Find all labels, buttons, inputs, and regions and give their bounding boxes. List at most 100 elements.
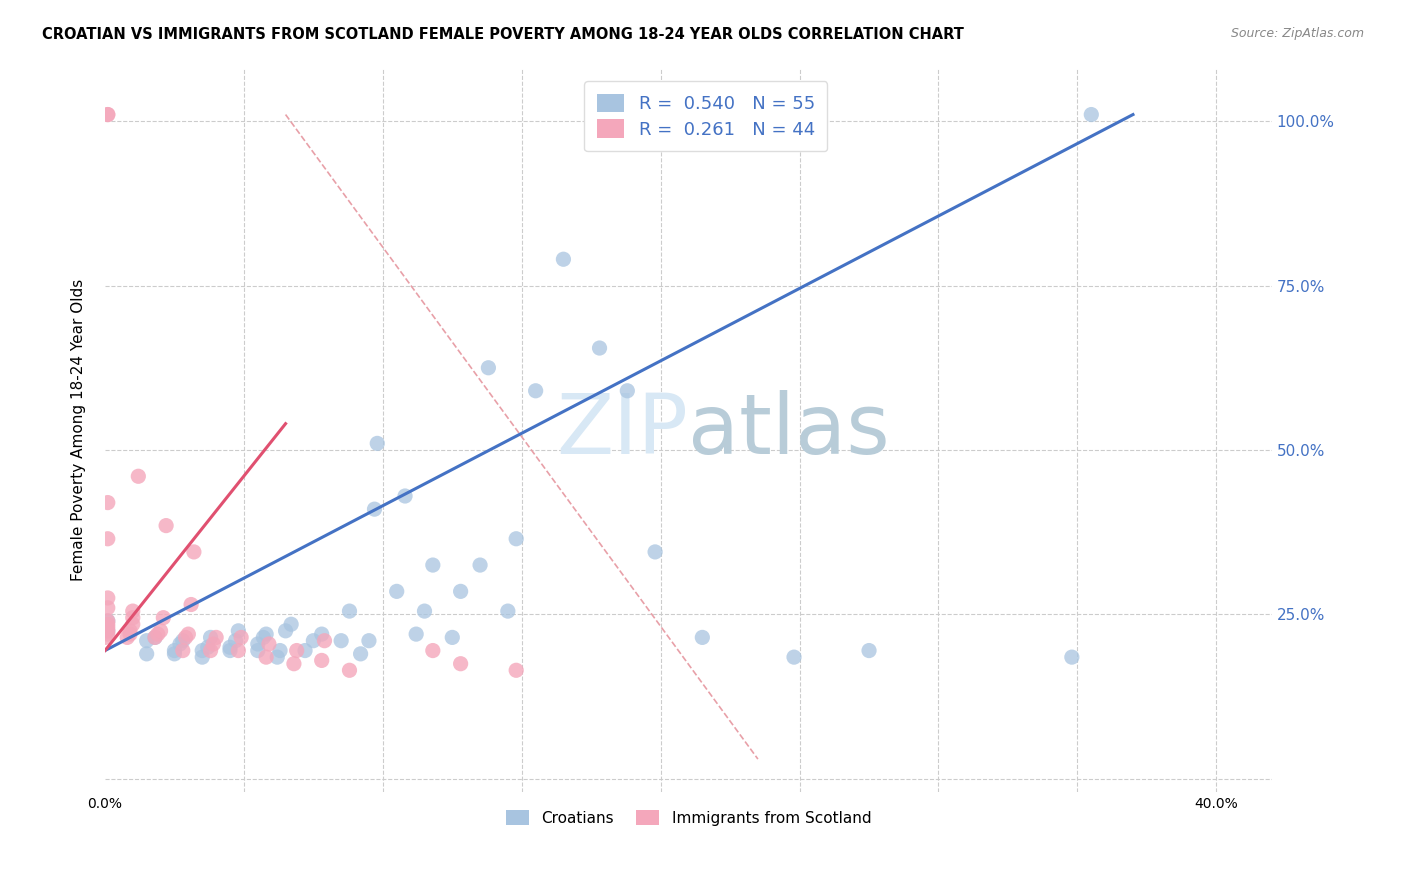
Point: [692, 631, 714, 645]
Point: [405, 627, 427, 641]
Point: [163, 647, 186, 661]
Point: [858, 643, 880, 657]
Point: [285, 643, 308, 657]
Point: [505, 532, 527, 546]
Point: [441, 631, 464, 645]
Point: [97, 624, 120, 638]
Point: [254, 650, 277, 665]
Point: [357, 633, 380, 648]
Point: [505, 663, 527, 677]
Point: [225, 633, 247, 648]
Point: [644, 545, 666, 559]
Point: [135, 633, 157, 648]
Point: [219, 643, 242, 657]
Point: [496, 604, 519, 618]
Point: [422, 643, 444, 657]
Point: [783, 650, 806, 665]
Point: [118, 624, 141, 638]
Point: [172, 633, 194, 648]
Point: [97, 495, 120, 509]
Point: [394, 489, 416, 503]
Point: [228, 624, 250, 638]
Point: [115, 631, 138, 645]
Point: [468, 558, 491, 572]
Point: [339, 663, 361, 677]
Point: [219, 640, 242, 655]
Point: [143, 631, 166, 645]
Point: [1080, 107, 1102, 121]
Point: [146, 627, 169, 641]
Point: [135, 647, 157, 661]
Point: [252, 631, 274, 645]
Point: [294, 643, 316, 657]
Point: [97, 627, 120, 641]
Point: [94, 631, 117, 645]
Point: [266, 650, 288, 665]
Point: [311, 653, 333, 667]
Point: [191, 643, 214, 657]
Text: atlas: atlas: [689, 390, 890, 471]
Point: [283, 657, 305, 671]
Point: [169, 637, 191, 651]
Point: [97, 591, 120, 605]
Point: [97, 624, 120, 638]
Y-axis label: Female Poverty Among 18-24 Year Olds: Female Poverty Among 18-24 Year Olds: [72, 279, 86, 582]
Point: [143, 631, 166, 645]
Point: [311, 627, 333, 641]
Point: [413, 604, 436, 618]
Point: [366, 436, 388, 450]
Point: [197, 640, 219, 655]
Point: [524, 384, 547, 398]
Point: [228, 643, 250, 657]
Point: [97, 617, 120, 632]
Point: [200, 643, 222, 657]
Point: [97, 600, 120, 615]
Legend: Croatians, Immigrants from Scotland: Croatians, Immigrants from Scotland: [496, 801, 880, 835]
Point: [177, 627, 200, 641]
Point: [314, 633, 336, 648]
Point: [330, 633, 353, 648]
Point: [121, 604, 143, 618]
Point: [553, 252, 575, 267]
Point: [183, 545, 205, 559]
Text: ZIP: ZIP: [557, 390, 689, 471]
Point: [246, 643, 269, 657]
Point: [97, 614, 120, 628]
Point: [152, 610, 174, 624]
Point: [231, 631, 253, 645]
Point: [280, 617, 302, 632]
Point: [127, 469, 149, 483]
Point: [616, 384, 638, 398]
Point: [97, 532, 120, 546]
Point: [205, 631, 228, 645]
Point: [118, 627, 141, 641]
Point: [1060, 650, 1083, 665]
Point: [450, 657, 472, 671]
Point: [163, 643, 186, 657]
Point: [339, 604, 361, 618]
Point: [155, 518, 177, 533]
Point: [450, 584, 472, 599]
Point: [200, 631, 222, 645]
Point: [97, 107, 120, 121]
Point: [174, 631, 197, 645]
Text: CROATIAN VS IMMIGRANTS FROM SCOTLAND FEMALE POVERTY AMONG 18-24 YEAR OLDS CORREL: CROATIAN VS IMMIGRANTS FROM SCOTLAND FEM…: [42, 27, 965, 42]
Point: [121, 610, 143, 624]
Point: [422, 558, 444, 572]
Point: [385, 584, 408, 599]
Point: [97, 621, 120, 635]
Point: [477, 360, 499, 375]
Point: [254, 627, 277, 641]
Point: [149, 624, 172, 638]
Point: [121, 617, 143, 632]
Point: [269, 643, 291, 657]
Point: [202, 637, 225, 651]
Point: [97, 107, 120, 121]
Point: [257, 637, 280, 651]
Point: [180, 598, 202, 612]
Point: [191, 650, 214, 665]
Point: [302, 633, 325, 648]
Point: [363, 502, 385, 516]
Point: [349, 647, 371, 661]
Point: [274, 624, 297, 638]
